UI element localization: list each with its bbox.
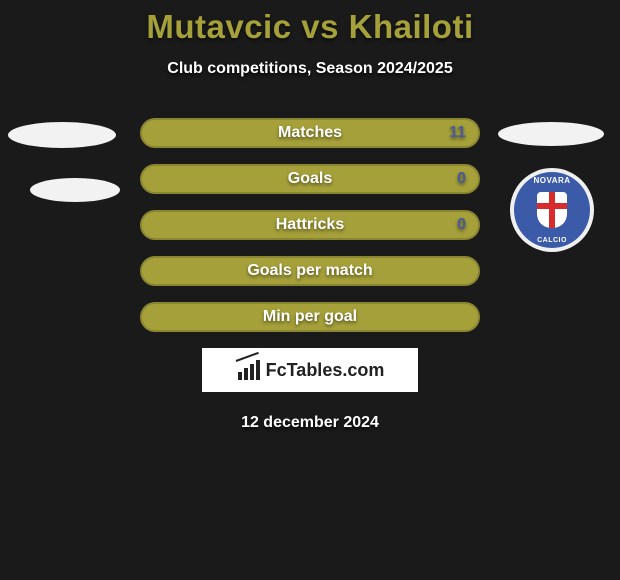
logo-bar (256, 360, 260, 380)
stat-label: Matches (278, 124, 342, 142)
logo-bar (238, 372, 242, 380)
logo-bar (250, 364, 254, 380)
club-badge: NOVARA CALCIO (510, 168, 594, 252)
badge-shield (537, 192, 567, 228)
source-logo-box: FcTables.com (202, 348, 418, 392)
logo-text: FcTables.com (266, 360, 385, 381)
stat-label: Min per goal (263, 308, 357, 326)
stat-row-goals: Goals 0 (140, 164, 480, 194)
badge-bottom-text: CALCIO (537, 237, 567, 244)
stat-label: Goals per match (247, 262, 372, 280)
right-badge-column: NOVARA CALCIO (498, 122, 604, 252)
subtitle: Club competitions, Season 2024/2025 (0, 60, 620, 78)
stat-row-hattricks: Hattricks 0 (140, 210, 480, 240)
badge-top-text: NOVARA (533, 176, 570, 185)
club-badge-ring: NOVARA CALCIO (514, 172, 590, 248)
stat-row-min-per-goal: Min per goal (140, 302, 480, 332)
placeholder-ellipse (8, 122, 116, 148)
comparison-card: Mutavcic vs Khailoti Club competitions, … (0, 0, 620, 432)
stat-label: Hattricks (276, 216, 344, 234)
placeholder-ellipse (30, 178, 120, 202)
title: Mutavcic vs Khailoti (0, 8, 620, 46)
stat-label: Goals (288, 170, 332, 188)
stat-row-matches: Matches 11 (140, 118, 480, 148)
stat-value-right: 0 (457, 170, 466, 188)
left-badge-placeholders (8, 122, 120, 232)
badge-cross-horizontal (537, 203, 567, 209)
logo-bar (244, 368, 248, 380)
stat-value-right: 0 (457, 216, 466, 234)
placeholder-ellipse (498, 122, 604, 146)
badge-cross-vertical (549, 192, 555, 228)
stat-value-right: 11 (449, 124, 466, 142)
date-text: 12 december 2024 (0, 414, 620, 432)
chart-icon (236, 360, 260, 380)
stat-row-goals-per-match: Goals per match (140, 256, 480, 286)
stat-rows: Matches 11 Goals 0 Hattricks 0 Goals per… (140, 118, 480, 332)
